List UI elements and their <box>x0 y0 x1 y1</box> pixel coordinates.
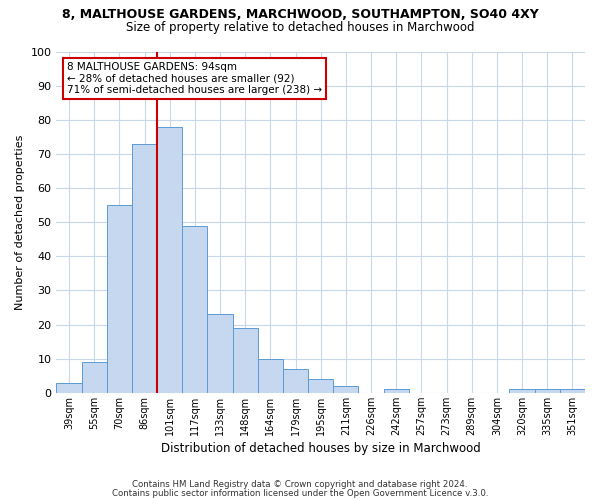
Bar <box>208 314 233 393</box>
Bar <box>182 226 208 393</box>
Bar <box>107 205 132 393</box>
X-axis label: Distribution of detached houses by size in Marchwood: Distribution of detached houses by size … <box>161 442 481 455</box>
Text: Contains HM Land Registry data © Crown copyright and database right 2024.: Contains HM Land Registry data © Crown c… <box>132 480 468 489</box>
Text: 8, MALTHOUSE GARDENS, MARCHWOOD, SOUTHAMPTON, SO40 4XY: 8, MALTHOUSE GARDENS, MARCHWOOD, SOUTHAM… <box>62 8 538 20</box>
Bar <box>157 126 182 393</box>
Bar <box>308 379 333 393</box>
Bar <box>283 369 308 393</box>
Text: Contains public sector information licensed under the Open Government Licence v.: Contains public sector information licen… <box>112 489 488 498</box>
Y-axis label: Number of detached properties: Number of detached properties <box>15 134 25 310</box>
Bar <box>509 390 535 393</box>
Bar <box>132 144 157 393</box>
Text: 8 MALTHOUSE GARDENS: 94sqm
← 28% of detached houses are smaller (92)
71% of semi: 8 MALTHOUSE GARDENS: 94sqm ← 28% of deta… <box>67 62 322 95</box>
Bar <box>535 390 560 393</box>
Text: Size of property relative to detached houses in Marchwood: Size of property relative to detached ho… <box>126 21 474 34</box>
Bar <box>383 390 409 393</box>
Bar <box>233 328 258 393</box>
Bar <box>333 386 358 393</box>
Bar <box>560 390 585 393</box>
Bar <box>56 382 82 393</box>
Bar <box>82 362 107 393</box>
Bar <box>258 358 283 393</box>
